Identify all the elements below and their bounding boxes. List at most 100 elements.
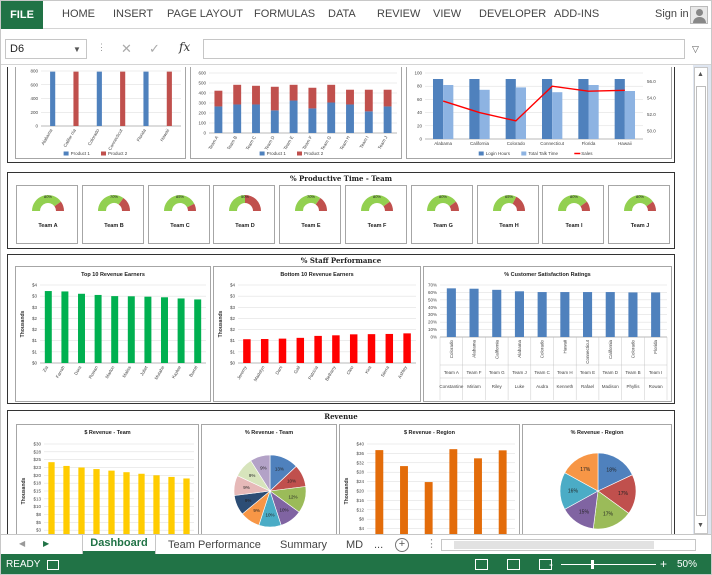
name-box[interactable]: D6 — [5, 39, 87, 59]
scroll-up-icon[interactable]: ▲ — [697, 71, 704, 78]
bar — [127, 296, 135, 363]
formula-input[interactable] — [203, 39, 685, 59]
drag-handle-icon[interactable]: ⋮ — [97, 42, 106, 52]
tab-data[interactable]: DATA — [328, 8, 356, 20]
scroll-thumb[interactable] — [696, 86, 706, 516]
bar — [449, 449, 458, 534]
chart-revenue-team[interactable]: $ Revenue - Team $0$3$5$8$10$13$15$18$20… — [16, 424, 199, 534]
y-axis-label: Thousands — [344, 477, 350, 504]
chart-revenue-region[interactable]: $ Revenue - Region $0$4$8$12$16$20$24$28… — [339, 424, 520, 534]
chart-product-by-state[interactable]: 0 200 400 600 800 Alabama Califor nia Colorado C… — [15, 67, 186, 159]
panel-sales: 0 200 400 600 800 Alabama Califor nia Colorado C… — [7, 67, 675, 163]
bar — [349, 334, 358, 363]
gauge-team-h[interactable]: 65% Team H — [476, 185, 539, 244]
tab-view[interactable]: VIEW — [433, 8, 462, 20]
gauge-team-f[interactable]: 80% Team F — [345, 185, 407, 244]
chart-revenue-team-pct[interactable]: % Revenue - Team 13% 10% 12% 10% 10% 9% 9% 9% 9%… — [201, 424, 337, 534]
chevron-down-icon[interactable]: ▼ — [73, 45, 81, 54]
panel-revenue: Revenue $ Revenue - Team $0$3$5$8$10$13$… — [7, 410, 675, 534]
gauge-team-d[interactable]: 50% Team D — [213, 185, 276, 244]
bar — [498, 450, 507, 534]
add-sheet-button[interactable]: + — [395, 538, 409, 552]
bar — [289, 100, 298, 133]
category-label: Patricia — [307, 365, 319, 381]
horizontal-scrollbar[interactable] — [441, 539, 696, 551]
tick-label: 30% — [428, 312, 437, 317]
enter-button[interactable]: ✓ — [149, 41, 160, 56]
zoom-level[interactable]: 50% — [677, 559, 698, 570]
chart-top-earners[interactable]: Top 10 Revenue Earners $0 $1 $1 $2 $2 $3 $3 $4 T… — [15, 266, 211, 402]
zoom-in-button[interactable]: + — [660, 557, 668, 571]
next-sheet-icon[interactable]: ▶ — [43, 539, 50, 548]
tick-label: $20 — [356, 489, 364, 494]
chart-login-hours[interactable]: 0 20 40 60 80 100 50.0 52.0 54.0 56.0 Alabama Calif… — [406, 67, 672, 159]
legend-label: Product 2 — [304, 151, 324, 156]
insert-function-button[interactable]: fx — [179, 40, 191, 54]
legend-label: Product 1 — [71, 151, 91, 156]
bar — [308, 87, 317, 109]
bar — [537, 292, 547, 337]
category-label: Team F — [467, 370, 482, 375]
zoom-out-button[interactable]: - — [549, 557, 553, 571]
gauge-team-j[interactable]: 80% Team J — [608, 185, 671, 244]
tab-home[interactable]: HOME — [62, 8, 95, 20]
expand-formula-bar-icon[interactable]: ▽ — [692, 44, 699, 54]
vertical-scrollbar[interactable]: ▲ ▼ — [694, 67, 708, 534]
gauge-team-e[interactable]: 70% Team E — [279, 185, 342, 244]
tab-formulas[interactable]: FORMULAS — [254, 8, 316, 20]
gauge-value: 80% — [636, 194, 644, 199]
sheet-tab-md[interactable]: MD — [346, 538, 364, 551]
tick-label: $8 — [36, 512, 42, 517]
gauge-team-b[interactable]: 70% Team B — [81, 185, 144, 244]
zoom-slider[interactable] — [561, 564, 656, 565]
bar — [552, 92, 563, 139]
sheet-tab-dashboard[interactable]: Dashboard — [83, 535, 155, 554]
tab-developer[interactable]: DEVELOPER — [479, 8, 547, 20]
prev-sheet-icon[interactable]: ◀ — [19, 539, 26, 548]
bar — [270, 110, 279, 133]
sheet-tab-summary[interactable]: Summary — [280, 538, 328, 551]
sign-in-link[interactable]: Sign in — [655, 8, 689, 20]
cancel-button[interactable]: ✕ — [121, 41, 132, 56]
page-layout-view-icon[interactable] — [507, 559, 520, 570]
tick-label: $3 — [36, 528, 42, 533]
category-label: Miriam — [467, 384, 481, 389]
normal-view-icon[interactable] — [475, 559, 488, 570]
gauge-team-g[interactable]: 80% Team G — [410, 185, 473, 244]
tab-add-ins[interactable]: ADD-INS — [554, 8, 600, 20]
category-label: Connecticut — [107, 127, 124, 151]
scroll-thumb[interactable] — [454, 541, 654, 549]
macro-record-icon[interactable] — [47, 560, 59, 570]
legend-label: Sales — [581, 151, 593, 156]
bar — [278, 338, 287, 363]
chart-revenue-region-pct[interactable]: % Revenue - Region 18% 17% 17% 15% 16% 17% — [522, 424, 672, 534]
user-avatar-icon[interactable] — [690, 6, 708, 24]
slice-label: 9% — [245, 498, 252, 503]
scroll-down-icon[interactable]: ▼ — [697, 522, 704, 529]
category-label: Team J — [512, 370, 527, 375]
category-label: Hawaii — [618, 141, 632, 146]
tab-page-layout[interactable]: PAGE LAYOUT — [167, 8, 244, 20]
tick-label: $16 — [356, 498, 364, 503]
category-label: Connecticut — [585, 339, 590, 364]
chart-customer-satisfaction[interactable]: % Customer Satisfaction Ratings 0% 10% 20%… — [423, 266, 672, 402]
file-tab[interactable]: FILE — [1, 1, 43, 29]
slice-label: 17% — [580, 467, 591, 473]
bar — [61, 291, 69, 363]
gauge-team-a[interactable]: 80% Team A — [16, 185, 78, 244]
chart-product-by-team[interactable]: 0 100 200 300 400 500 600 Team A Team B Team C Tea… — [190, 67, 402, 159]
page-break-view-icon[interactable] — [539, 559, 552, 570]
category-label: Constantine — [439, 384, 464, 389]
tab-review[interactable]: REVIEW — [377, 8, 421, 20]
tab-insert[interactable]: INSERT — [113, 8, 154, 20]
slice-label: 9% — [260, 466, 267, 471]
gauge-team-i[interactable]: 80% Team I — [542, 185, 605, 244]
worksheet[interactable]: 0 200 400 600 800 Alabama Califor nia Colorado C… — [5, 67, 693, 534]
sheet-tab-team-performance[interactable]: Team Performance — [168, 538, 261, 551]
gauge-team-c[interactable]: 85% Team C — [147, 185, 210, 244]
chart-bottom-earners[interactable]: Bottom 10 Revenue Earners $0 $1 $1 $2 $2 $3 $3… — [213, 266, 421, 402]
more-sheets[interactable]: ... — [374, 538, 384, 551]
drag-handle-icon[interactable]: ⋮ — [426, 538, 437, 550]
zoom-thumb[interactable] — [591, 560, 594, 569]
bar — [400, 466, 408, 534]
